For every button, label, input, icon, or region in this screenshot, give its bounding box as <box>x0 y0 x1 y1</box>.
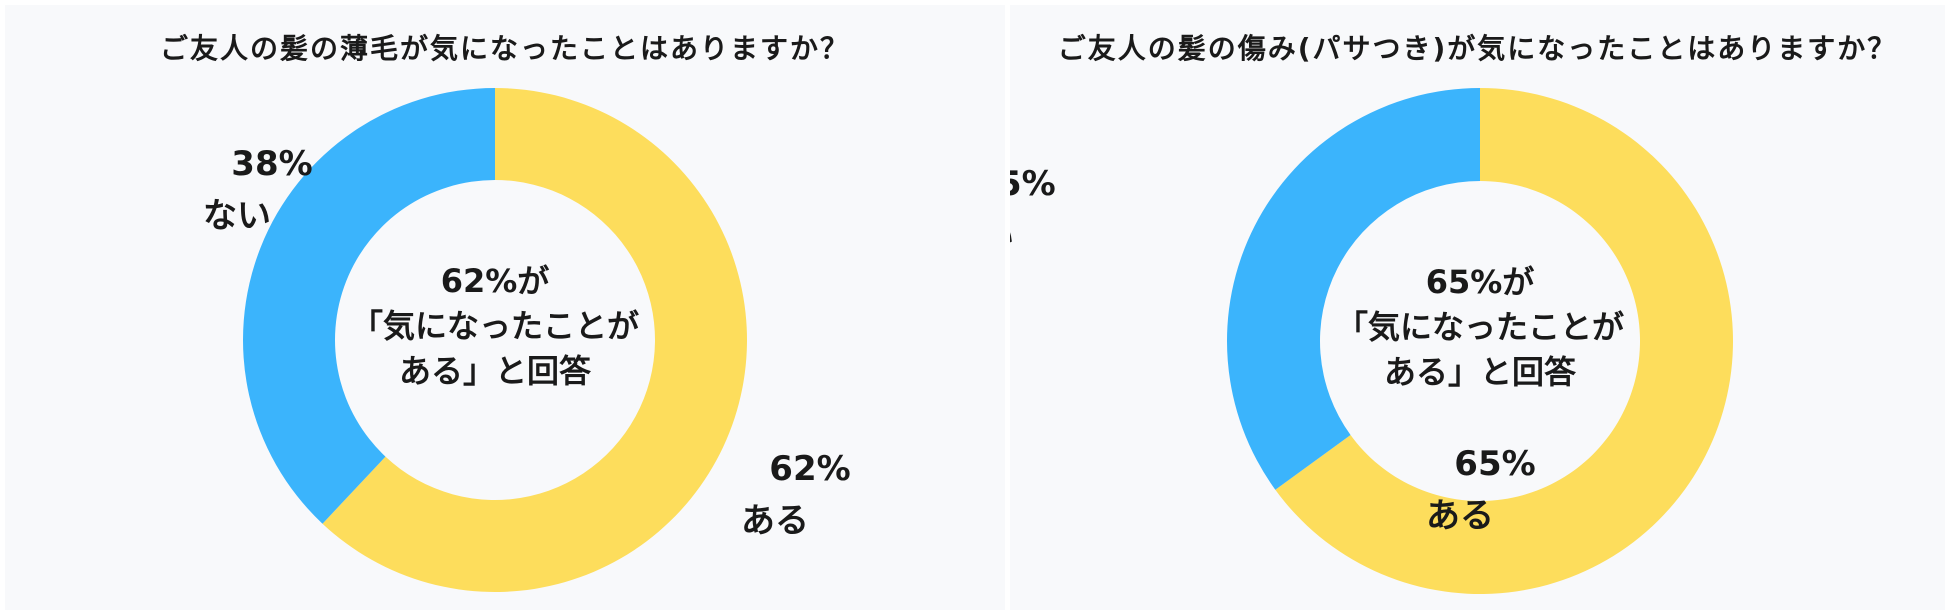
center-text-line: 「気になったことが <box>1336 308 1624 346</box>
slice-category-label: ない <box>1010 216 1014 256</box>
slice-no <box>243 88 495 524</box>
slice-percent-label: 65% <box>1454 444 1535 484</box>
center-text-line: 62%が <box>441 262 550 300</box>
chart-title: ご友人の髪の薄毛が気になったことはありますか？ <box>159 32 850 65</box>
slice-no <box>1227 88 1480 490</box>
slice-percent-label: 35% <box>1010 164 1056 204</box>
center-text-line: ある」と回答 <box>399 352 592 390</box>
slice-category-label: ある <box>1426 496 1494 536</box>
center-text-line: 65%が <box>1426 263 1535 301</box>
slice-yes <box>322 88 747 592</box>
slice-category-label: ある <box>741 501 809 541</box>
chart-panel-hair-damage: ご友人の髪の傷み(パサつき)が気になったことはありますか？ 65% ある 35% ない… <box>1010 5 1945 610</box>
center-text-line: ある」と回答 <box>1384 353 1577 391</box>
chart-panel-hair-thinning: ご友人の髪の薄毛が気になったことはありますか？ 62% ある 38% ない 62%が「気… <box>5 5 1005 610</box>
slice-category-label: ない <box>203 196 271 236</box>
center-text-line: 「気になったことが <box>351 307 639 345</box>
slice-percent-label: 38% <box>231 144 312 184</box>
slice-percent-label: 62% <box>769 449 850 489</box>
chart-title: ご友人の髪の傷み(パサつき)が気になったことはありますか？ <box>1057 32 1898 65</box>
slice-yes <box>1275 88 1733 594</box>
